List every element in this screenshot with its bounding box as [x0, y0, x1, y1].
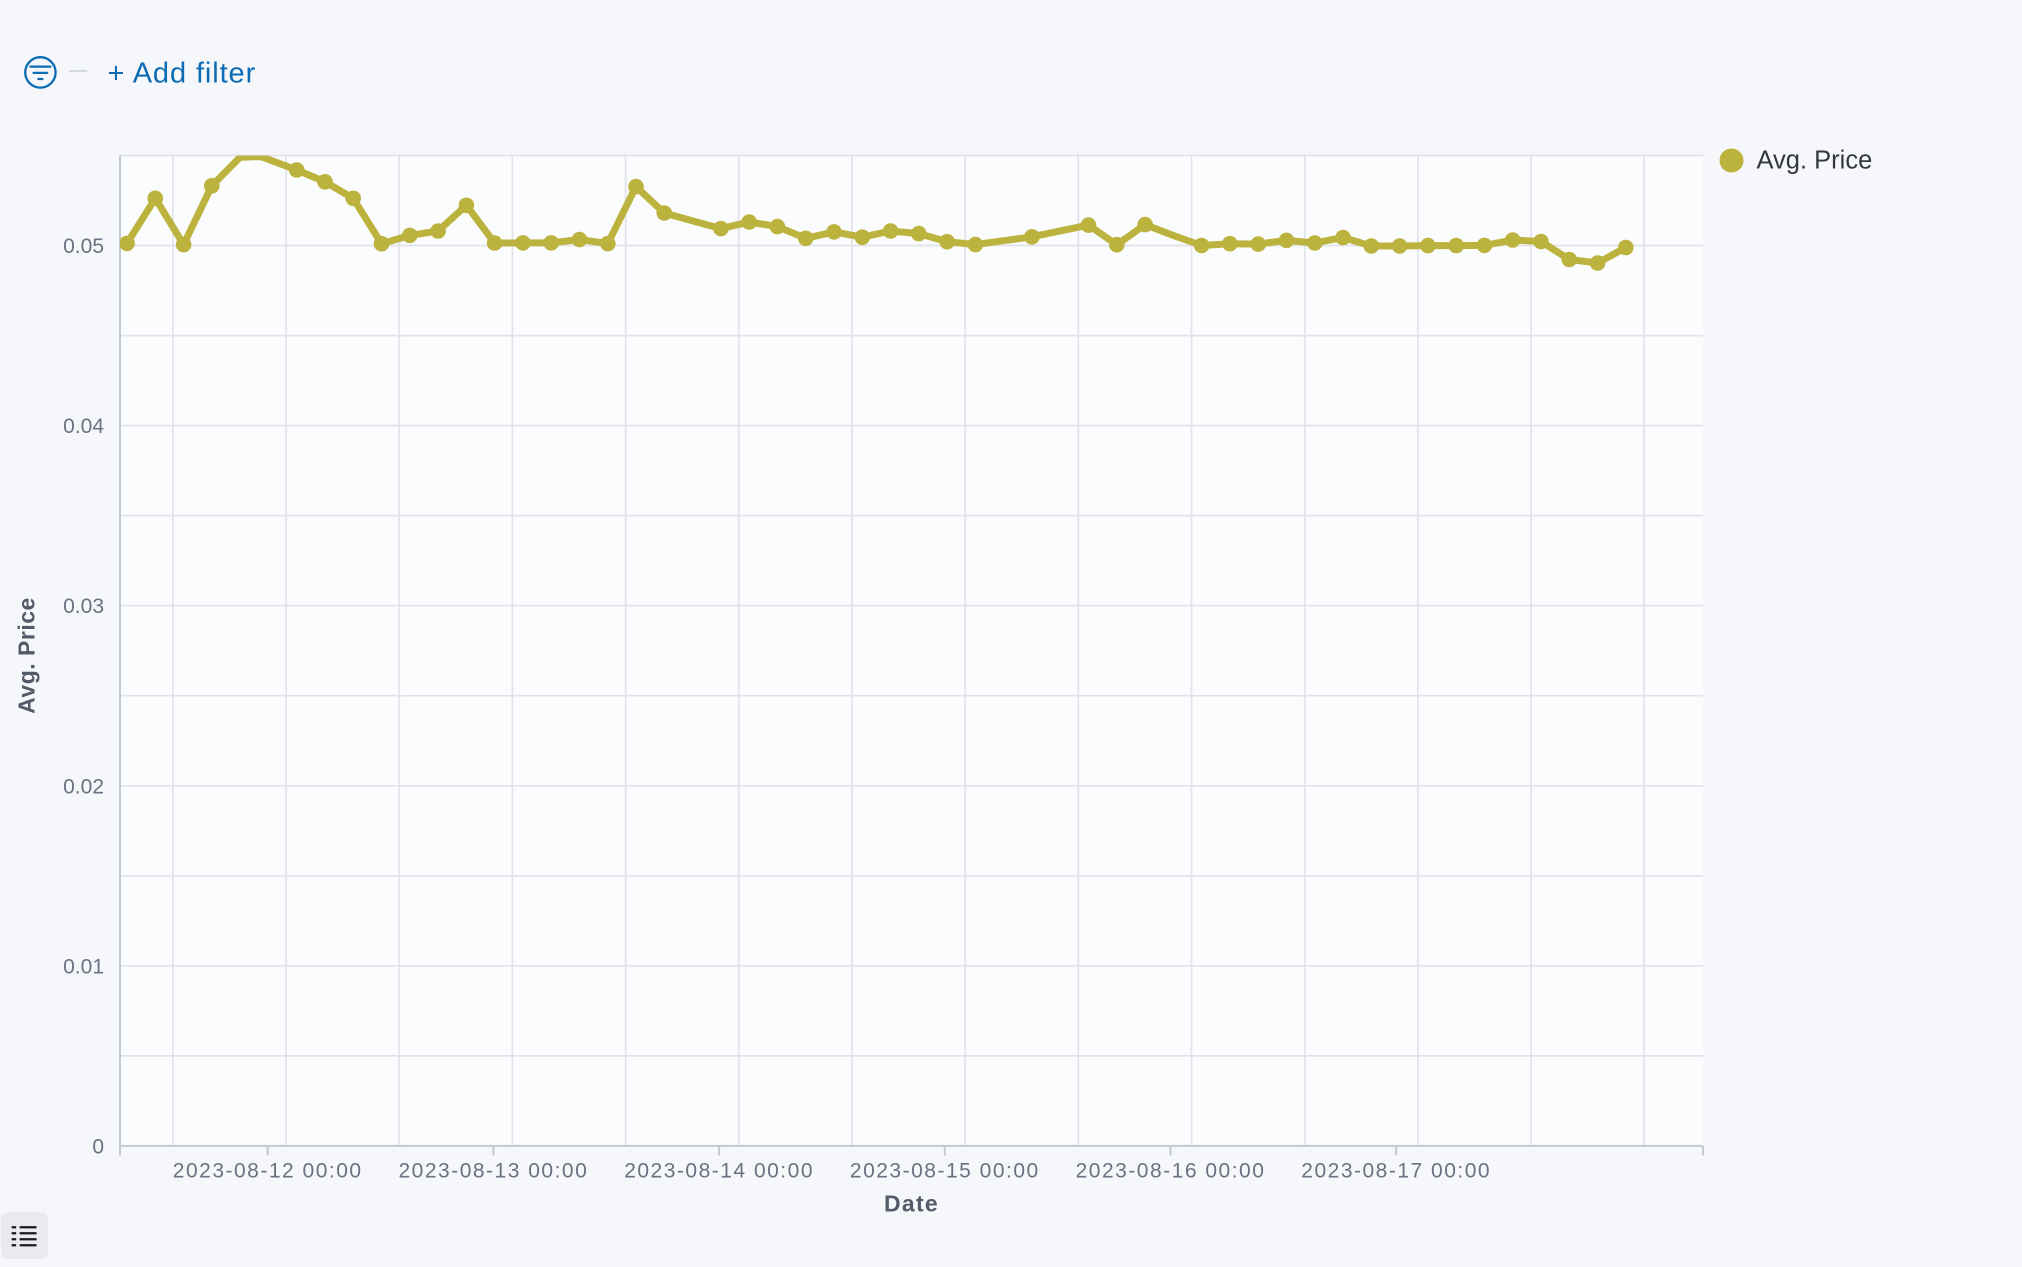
svg-text:0: 0	[92, 1135, 104, 1158]
svg-text:0.02: 0.02	[63, 775, 104, 798]
svg-text:Avg. Price: Avg. Price	[1757, 147, 1873, 175]
svg-text:0.04: 0.04	[63, 415, 104, 438]
svg-text:+ Add filter: + Add filter	[108, 57, 257, 89]
svg-text:2023-08-12 00:00: 2023-08-12 00:00	[173, 1160, 363, 1183]
svg-text:Date: Date	[884, 1191, 939, 1217]
svg-text:0.03: 0.03	[63, 595, 104, 618]
svg-text:Avg. Price: Avg. Price	[14, 597, 40, 714]
svg-text:2023-08-13 00:00: 2023-08-13 00:00	[398, 1160, 588, 1183]
svg-text:0.05: 0.05	[63, 235, 104, 258]
svg-text:0.01: 0.01	[63, 955, 104, 978]
svg-text:2023-08-16 00:00: 2023-08-16 00:00	[1076, 1160, 1266, 1183]
svg-text:2023-08-15 00:00: 2023-08-15 00:00	[850, 1160, 1040, 1183]
svg-text:2023-08-17 00:00: 2023-08-17 00:00	[1301, 1160, 1491, 1183]
svg-text:2023-08-14 00:00: 2023-08-14 00:00	[624, 1160, 814, 1183]
